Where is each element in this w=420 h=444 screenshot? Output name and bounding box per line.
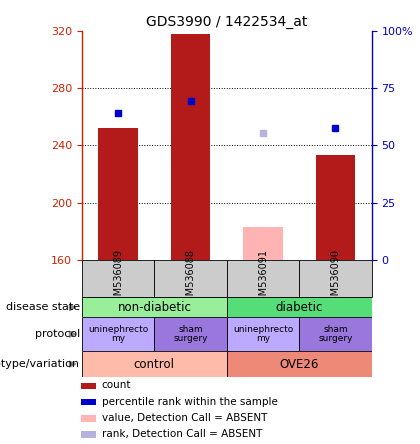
Text: rank, Detection Call = ABSENT: rank, Detection Call = ABSENT: [102, 429, 262, 439]
Bar: [98, 128, 138, 260]
Bar: [227, 297, 372, 317]
Text: uninephrecto
my: uninephrecto my: [233, 325, 293, 344]
Bar: [82, 351, 227, 377]
Bar: [299, 317, 372, 351]
Bar: [227, 260, 299, 297]
Bar: [227, 351, 372, 377]
Text: sham
surgery: sham surgery: [173, 325, 208, 344]
Text: GSM536090: GSM536090: [331, 249, 341, 308]
Text: OVE26: OVE26: [280, 357, 319, 371]
Text: value, Detection Call = ABSENT: value, Detection Call = ABSENT: [102, 412, 267, 423]
Bar: [82, 297, 227, 317]
Bar: [82, 260, 155, 297]
Bar: [155, 317, 227, 351]
Text: GSM536089: GSM536089: [113, 249, 123, 308]
Bar: [299, 260, 372, 297]
Text: sham
surgery: sham surgery: [318, 325, 353, 344]
Bar: [81, 431, 97, 438]
Text: protocol: protocol: [34, 329, 80, 339]
Text: GSM536088: GSM536088: [186, 249, 196, 308]
Text: control: control: [134, 357, 175, 371]
Text: GSM536091: GSM536091: [258, 249, 268, 308]
Text: percentile rank within the sample: percentile rank within the sample: [102, 396, 277, 407]
Text: genotype/variation: genotype/variation: [0, 359, 80, 369]
Bar: [155, 260, 227, 297]
Bar: [315, 155, 355, 260]
Text: non-diabetic: non-diabetic: [118, 301, 191, 314]
Text: count: count: [102, 381, 131, 390]
Title: GDS3990 / 1422534_at: GDS3990 / 1422534_at: [146, 15, 307, 29]
Bar: [171, 34, 210, 260]
Text: uninephrecto
my: uninephrecto my: [88, 325, 148, 344]
Bar: [82, 317, 155, 351]
Text: diabetic: diabetic: [276, 301, 323, 314]
Bar: [81, 415, 97, 421]
Bar: [81, 399, 97, 405]
Bar: [81, 383, 97, 389]
Bar: [243, 227, 283, 260]
Bar: [227, 317, 299, 351]
Text: disease state: disease state: [6, 302, 80, 313]
